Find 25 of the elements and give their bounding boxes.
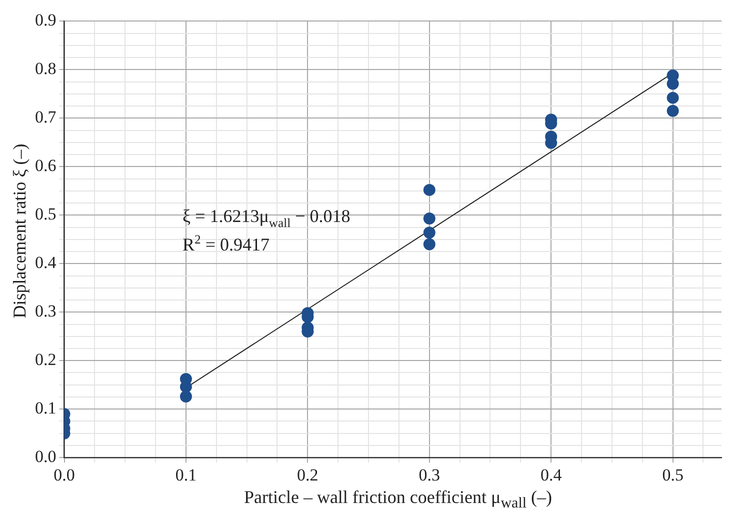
y-tick-label: 0.8 [35, 59, 56, 78]
y-tick-label: 0.7 [35, 108, 57, 127]
x-tick-label: 0.1 [175, 465, 197, 484]
y-tick-label: 0.4 [35, 253, 57, 272]
x-tick-label: 0.2 [297, 465, 318, 484]
x-tick-label: 0.3 [418, 465, 440, 484]
x-tick-label: 0.5 [662, 465, 684, 484]
y-axis-title: Displacement ratio ξ (–) [10, 143, 30, 318]
y-tick-label: 0.6 [35, 156, 56, 176]
y-tick-label: 0.0 [35, 447, 56, 466]
point [423, 238, 436, 250]
x-axis-title: Particle – wall friction coefficient μ$_{wall}$ (–) [242, 487, 554, 513]
y-tick-label: 0.5 [35, 204, 56, 224]
x-tick-label: 0.0 [54, 465, 75, 484]
y-tick-label: 0.2 [35, 350, 56, 370]
point [666, 104, 679, 117]
y-tick-label: 0.3 [35, 302, 56, 321]
point [423, 184, 436, 196]
point [423, 212, 436, 225]
point [180, 390, 192, 403]
x-tick-label: 0.4 [540, 465, 562, 484]
y-tick-label: 0.1 [35, 398, 56, 418]
point [666, 92, 679, 104]
point [423, 226, 436, 239]
y-tick-label: 0.9 [35, 10, 56, 30]
